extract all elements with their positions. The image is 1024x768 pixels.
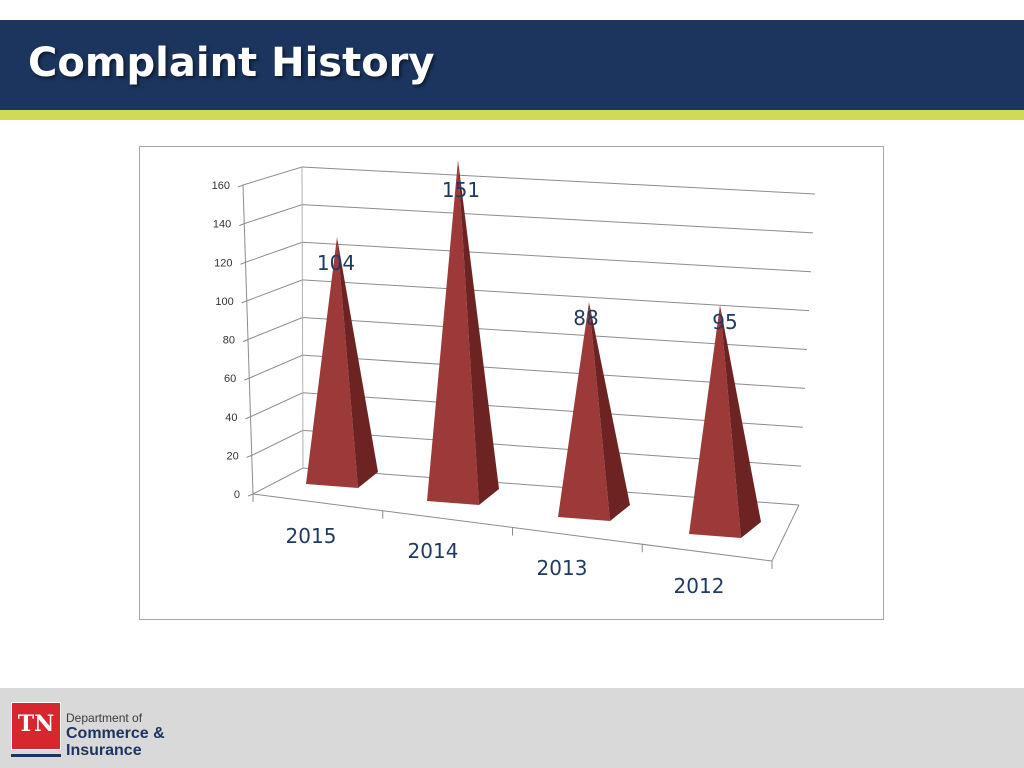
- y-tick-mark: [247, 493, 254, 497]
- page-title: Complaint History: [28, 40, 435, 86]
- y-tick-label: 20: [227, 450, 239, 462]
- bar-pyramid-front: [558, 302, 610, 521]
- title-banner: Complaint History: [0, 20, 1024, 110]
- complaint-history-chart: 0 20 40 60 80 100 120 140 160 104 2015 151 2014 88 201…: [212, 160, 816, 598]
- gridline: [242, 166, 816, 195]
- data-label: 88: [573, 306, 598, 330]
- y-tick-mark: [244, 377, 250, 381]
- bar-pyramid-side: [458, 160, 499, 505]
- chart-frame: 0 20 40 60 80 100 120 140 160 104 2015 151 2014 88 201…: [139, 146, 884, 620]
- back-left-edge: [301, 166, 304, 469]
- x-tick-label: 2013: [537, 556, 588, 580]
- footer: TN Department of Commerce & Insurance: [0, 688, 1024, 768]
- y-tick-label: 0: [234, 489, 240, 501]
- y-tick-mark: [242, 339, 249, 342]
- data-label: 104: [317, 251, 355, 275]
- bar-pyramid-front: [427, 160, 479, 505]
- y-tick-mark: [237, 184, 244, 188]
- data-label: 151: [442, 178, 480, 202]
- y-tick-mark: [239, 223, 245, 227]
- bar-pyramid-side: [337, 237, 378, 488]
- y-tick-mark: [241, 300, 247, 304]
- y-tick-label: 40: [225, 412, 237, 424]
- y-tick-mark: [240, 261, 246, 265]
- bar-pyramid-front: [306, 237, 358, 488]
- bar-pyramid-side: [589, 302, 630, 521]
- tn-logo-text: TN: [17, 711, 55, 737]
- bar-pyramid-front: [689, 305, 741, 538]
- y-tick-mark: [245, 416, 251, 420]
- x-tick-label: 2015: [286, 524, 337, 548]
- y-axis-line: [242, 184, 254, 495]
- y-tick-label: 80: [223, 335, 235, 347]
- y-tick-label: 100: [215, 296, 233, 308]
- y-tick-mark: [246, 454, 252, 458]
- accent-divider: [0, 110, 1024, 120]
- y-tick-label: 120: [214, 257, 232, 269]
- y-tick-label: 60: [224, 373, 236, 385]
- data-label: 95: [712, 310, 737, 334]
- y-tick-label: 160: [212, 180, 230, 192]
- tn-logo: TN: [11, 702, 61, 750]
- org-name-line1: Department of: [66, 711, 143, 725]
- org-name-line2: Commerce &: [66, 725, 165, 742]
- y-tick-label: 140: [213, 219, 231, 231]
- logo-underline: [11, 754, 61, 757]
- bar-pyramid-side: [720, 305, 761, 538]
- x-tick-label: 2014: [408, 539, 459, 563]
- org-name-line3: Insurance: [66, 742, 142, 759]
- x-tick-label: 2012: [674, 574, 725, 598]
- gridline: [244, 204, 814, 234]
